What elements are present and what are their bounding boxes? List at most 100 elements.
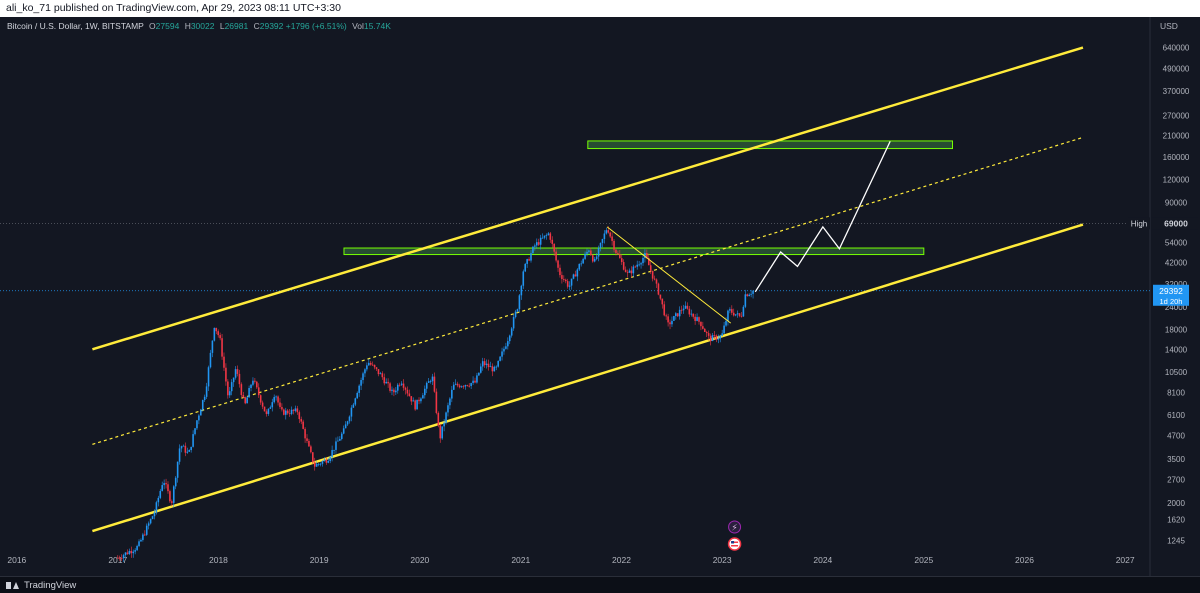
candle-body <box>580 263 583 265</box>
candles <box>116 226 754 563</box>
candle-body <box>478 372 480 376</box>
countdown-label: 1d 20h <box>1160 297 1183 306</box>
high-value: 30022 <box>190 21 215 31</box>
candle-body <box>273 397 275 403</box>
candle-body <box>622 262 625 270</box>
candle-body <box>516 309 519 312</box>
candle-body <box>501 351 503 357</box>
candle-body <box>489 366 492 368</box>
candle-body <box>352 404 355 408</box>
candle-body <box>157 497 160 503</box>
candle-body <box>288 413 291 415</box>
candle-body <box>422 395 424 399</box>
candle-body <box>595 256 598 259</box>
candle-body <box>408 393 411 397</box>
candle-body <box>514 311 517 318</box>
candle-body <box>719 335 722 339</box>
candle-body <box>228 391 231 396</box>
candle-body <box>505 346 507 349</box>
candle-body <box>308 440 310 447</box>
y-tick-label: 4700 <box>1167 431 1185 440</box>
candle-body <box>586 251 588 254</box>
candle-body <box>526 259 528 264</box>
candle-body <box>727 310 729 321</box>
candle-body <box>200 409 202 416</box>
candle-body <box>180 446 183 449</box>
candle-body <box>603 233 606 239</box>
candle-body <box>398 384 401 386</box>
candle-body <box>686 305 689 309</box>
candle-body <box>534 245 536 247</box>
candle-body <box>541 237 544 239</box>
candle-body <box>414 400 416 410</box>
y-tick-label: 42000 <box>1165 259 1188 268</box>
resistance-zone <box>343 247 925 256</box>
candle-body <box>149 519 152 524</box>
candle-body <box>700 321 702 327</box>
candle-body <box>729 309 731 311</box>
x-tick-label: 2018 <box>209 555 228 565</box>
candle-body <box>572 274 575 279</box>
candle-body <box>201 400 204 410</box>
low-value: 26981 <box>224 21 249 31</box>
y-tick-label: 160000 <box>1163 153 1190 162</box>
candle-body <box>591 255 594 262</box>
candle-body <box>126 552 129 555</box>
candle-body <box>140 539 142 542</box>
candle-body <box>646 253 648 259</box>
candle-body <box>344 424 347 429</box>
candle-body <box>138 541 140 547</box>
plot-area: ⚡ <box>0 46 1150 563</box>
candle-body <box>176 461 179 478</box>
candle-body <box>215 327 218 332</box>
y-tick-label: 10500 <box>1165 368 1188 377</box>
candle-body <box>275 396 277 398</box>
tradingview-logo[interactable]: TradingView <box>6 580 76 591</box>
candle-body <box>134 550 136 552</box>
candle-body <box>321 461 324 464</box>
candle-body <box>396 384 399 391</box>
candle-body <box>412 400 415 402</box>
candle-body <box>508 335 511 342</box>
candle-body <box>269 407 272 409</box>
candle-body <box>358 385 360 393</box>
candle-body <box>263 406 266 412</box>
candle-body <box>460 386 463 388</box>
candle-body <box>207 367 210 387</box>
candle-body <box>711 335 714 342</box>
candle-body <box>597 247 600 257</box>
candle-body <box>609 232 611 237</box>
y-tick-label: 3500 <box>1167 455 1185 464</box>
candle-body <box>283 409 285 415</box>
candle-body <box>456 383 459 386</box>
candle-body <box>236 369 239 374</box>
candle-body <box>466 385 469 386</box>
candle-body <box>659 294 662 299</box>
candle-body <box>619 254 621 259</box>
candle-body <box>445 412 447 423</box>
candle-body <box>240 384 243 395</box>
candle-body <box>721 333 723 336</box>
candle-body <box>290 409 293 414</box>
y-tick-label: 120000 <box>1163 176 1190 185</box>
candle-body <box>725 320 727 326</box>
candle-body <box>298 412 301 420</box>
candle-body <box>257 387 260 396</box>
candle-body <box>174 477 177 487</box>
x-tick-label: 2027 <box>1116 555 1135 565</box>
candle-body <box>225 367 227 382</box>
flag-canton <box>731 541 735 544</box>
symbol-title[interactable]: Bitcoin / U.S. Dollar, 1W, BITSTAMP <box>7 21 144 31</box>
candle-body <box>483 361 486 366</box>
candle-body <box>354 398 357 405</box>
candle-body <box>151 516 154 520</box>
candle-body <box>410 396 413 402</box>
candle-body <box>182 445 185 447</box>
candle-body <box>549 233 552 240</box>
candle-body <box>561 275 563 280</box>
candle-body <box>234 369 237 378</box>
y-tick-label: 6100 <box>1167 411 1185 420</box>
publish-info-bar: ali_ko_71 published on TradingView.com, … <box>0 0 1200 17</box>
x-tick-label: 2021 <box>511 555 530 565</box>
